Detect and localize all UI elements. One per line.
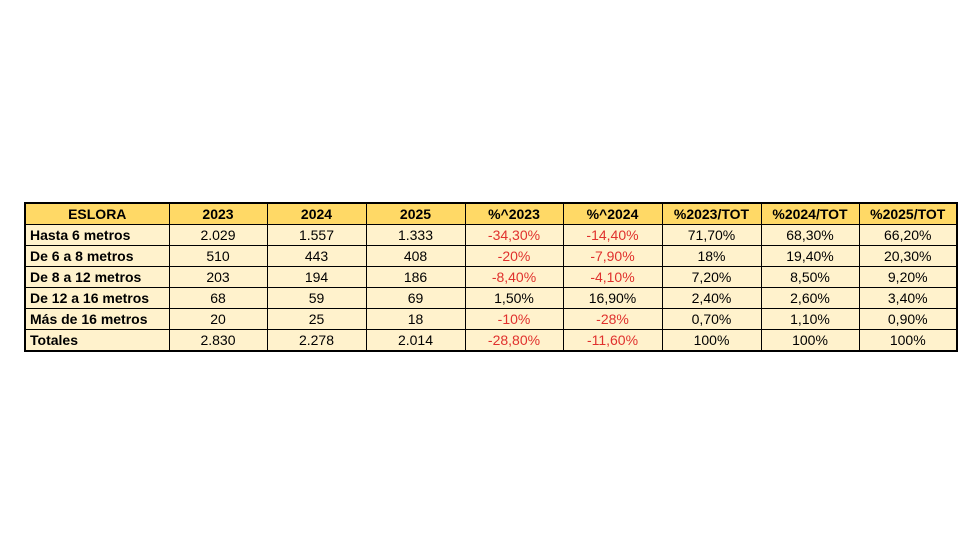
table-cell: 8,50% (760, 266, 860, 288)
table-cell: 2.014 (365, 329, 466, 352)
table-row: Más de 16 metros 20 25 18 -10% -28% 0,70… (24, 308, 958, 330)
table-cell: -14,40% (562, 224, 663, 246)
table-cell: 2.029 (168, 224, 268, 246)
table-cell: 443 (266, 245, 367, 267)
table-cell: 2,40% (661, 287, 762, 309)
table-cell: 1.557 (266, 224, 367, 246)
row-label: De 12 a 16 metros (24, 287, 170, 309)
row-label: De 8 a 12 metros (24, 266, 170, 288)
table-row: Hasta 6 metros 2.029 1.557 1.333 -34,30%… (24, 224, 958, 246)
table-cell: 408 (365, 245, 466, 267)
header-var-2023: %^2023 (464, 202, 564, 225)
table-cell: 3,40% (858, 287, 958, 309)
table-cell: 0,90% (858, 308, 958, 330)
row-label: Más de 16 metros (24, 308, 170, 330)
table-cell: 69 (365, 287, 466, 309)
table-cell: -4,10% (562, 266, 663, 288)
table-cell: -34,30% (464, 224, 564, 246)
header-eslora: ESLORA (24, 202, 170, 225)
header-share-2023: %2023/TOT (661, 202, 762, 225)
totals-row: Totales 2.830 2.278 2.014 -28,80% -11,60… (24, 329, 958, 352)
table-cell: 203 (168, 266, 268, 288)
table-cell: 100% (661, 329, 762, 352)
table-cell: 68 (168, 287, 268, 309)
header-share-2025: %2025/TOT (858, 202, 958, 225)
table-cell: -28% (562, 308, 663, 330)
table-cell: 19,40% (760, 245, 860, 267)
table-cell: 1,10% (760, 308, 860, 330)
table-cell: 0,70% (661, 308, 762, 330)
table-cell: 186 (365, 266, 466, 288)
header-var-2024: %^2024 (562, 202, 663, 225)
table-cell: 510 (168, 245, 268, 267)
table-cell: -11,60% (562, 329, 663, 352)
table-cell: 194 (266, 266, 367, 288)
header-2024: 2024 (266, 202, 367, 225)
table-cell: 18 (365, 308, 466, 330)
table-cell: 25 (266, 308, 367, 330)
header-row: ESLORA 2023 2024 2025 %^2023 %^2024 %202… (24, 202, 958, 225)
table-row: De 6 a 8 metros 510 443 408 -20% -7,90% … (24, 245, 958, 267)
table-row: De 12 a 16 metros 68 59 69 1,50% 16,90% … (24, 287, 958, 309)
table-cell: 7,20% (661, 266, 762, 288)
table-cell: 66,20% (858, 224, 958, 246)
table-cell: 1.333 (365, 224, 466, 246)
table-cell: 1,50% (464, 287, 564, 309)
table-cell: 9,20% (858, 266, 958, 288)
table-cell: -28,80% (464, 329, 564, 352)
header-2023: 2023 (168, 202, 268, 225)
table-cell: 20,30% (858, 245, 958, 267)
header-2025: 2025 (365, 202, 466, 225)
table-cell: 2.278 (266, 329, 367, 352)
table-cell: -20% (464, 245, 564, 267)
table-cell: 100% (760, 329, 860, 352)
table-cell: 18% (661, 245, 762, 267)
table-cell: 20 (168, 308, 268, 330)
table-cell: 16,90% (562, 287, 663, 309)
table-cell: -8,40% (464, 266, 564, 288)
table-cell: 100% (858, 329, 958, 352)
header-share-2024: %2024/TOT (760, 202, 860, 225)
table-cell: 68,30% (760, 224, 860, 246)
eslora-table: ESLORA 2023 2024 2025 %^2023 %^2024 %202… (24, 202, 958, 352)
row-label: Hasta 6 metros (24, 224, 170, 246)
row-label: De 6 a 8 metros (24, 245, 170, 267)
table-cell: 2.830 (168, 329, 268, 352)
table-cell: 71,70% (661, 224, 762, 246)
table-row: De 8 a 12 metros 203 194 186 -8,40% -4,1… (24, 266, 958, 288)
table-cell: 59 (266, 287, 367, 309)
row-label: Totales (24, 329, 170, 352)
table-cell: 2,60% (760, 287, 860, 309)
table-cell: -10% (464, 308, 564, 330)
table-cell: -7,90% (562, 245, 663, 267)
